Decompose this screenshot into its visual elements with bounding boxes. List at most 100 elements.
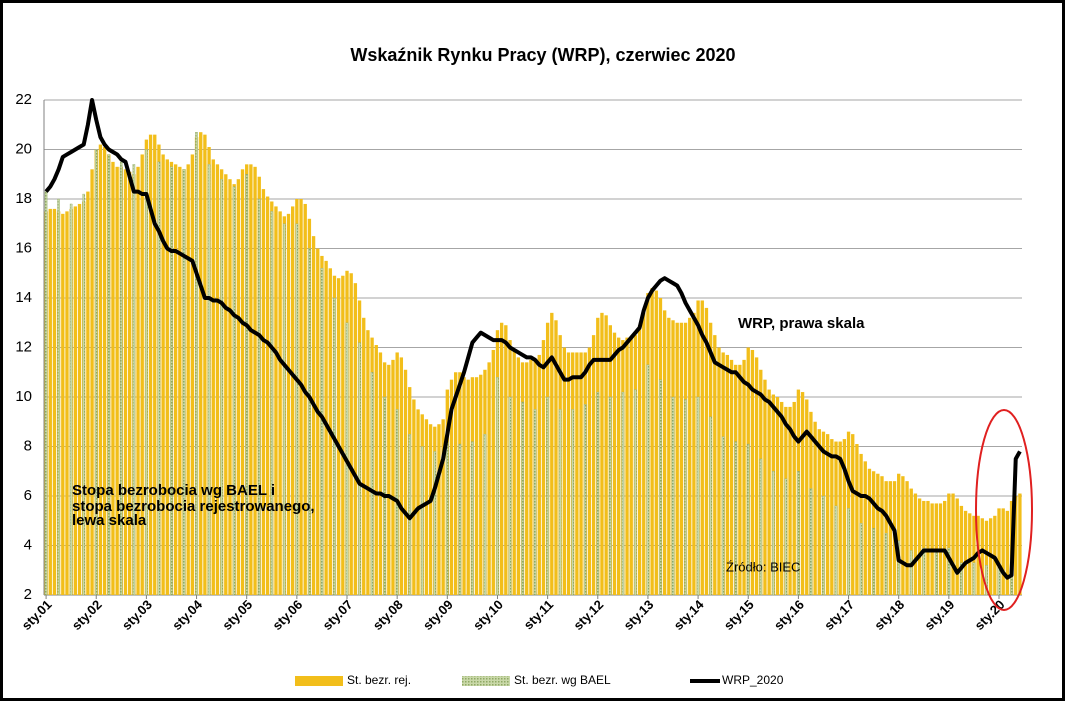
bar — [165, 159, 169, 595]
bar — [725, 354, 730, 595]
annotation: stopa bezrobocia rejestrowanego, — [72, 498, 315, 515]
bar — [120, 161, 123, 596]
bar — [842, 439, 847, 595]
y-tick-label: 8 — [24, 437, 32, 454]
bar — [951, 493, 955, 595]
bar — [479, 374, 483, 595]
bar — [851, 434, 855, 595]
bar — [822, 495, 825, 596]
bar — [69, 203, 73, 596]
bar — [704, 307, 709, 595]
bar — [922, 547, 926, 596]
bar — [374, 345, 378, 595]
bar — [261, 189, 266, 595]
bar — [750, 349, 755, 595]
bar — [283, 223, 286, 596]
bar — [980, 518, 984, 595]
bar — [161, 154, 165, 595]
bar — [286, 213, 291, 595]
bar — [496, 377, 499, 596]
bar — [838, 441, 842, 595]
bar — [884, 532, 888, 596]
bar — [182, 169, 186, 596]
bar — [236, 179, 241, 595]
bar — [800, 392, 805, 595]
bar — [612, 332, 617, 595]
bar — [1001, 508, 1005, 595]
bar — [963, 510, 968, 595]
bar — [412, 399, 416, 595]
bar — [516, 357, 521, 595]
bar — [471, 441, 474, 596]
bar — [667, 317, 671, 595]
bar — [157, 161, 161, 596]
bar — [679, 322, 684, 595]
y-tick-label: 10 — [15, 388, 32, 405]
bar — [416, 409, 420, 595]
bar — [642, 312, 646, 595]
bar — [308, 248, 311, 596]
bar — [675, 322, 679, 595]
bar — [784, 478, 788, 596]
bar — [449, 379, 454, 595]
bar — [901, 476, 905, 595]
bar — [754, 357, 759, 595]
bar — [780, 401, 784, 595]
bar — [107, 154, 111, 596]
bar — [320, 268, 324, 596]
bar — [947, 547, 951, 596]
bar — [959, 505, 964, 595]
bar — [775, 397, 780, 595]
highlight-ellipse — [975, 409, 1033, 611]
bar — [487, 362, 491, 595]
bar — [437, 424, 441, 595]
bar — [859, 523, 863, 596]
bar — [759, 458, 763, 596]
bar — [370, 372, 374, 596]
bar — [867, 468, 872, 595]
bar — [662, 310, 667, 595]
bar — [960, 562, 963, 596]
bar — [132, 164, 136, 596]
bar — [717, 347, 721, 595]
bar — [684, 399, 687, 596]
bar — [249, 164, 253, 595]
bar — [128, 171, 132, 595]
bar — [90, 169, 94, 596]
bar — [1005, 510, 1010, 595]
bar — [224, 174, 228, 595]
bar — [935, 550, 938, 596]
y-tick-label: 16 — [15, 239, 32, 256]
bar — [541, 340, 546, 595]
bar — [378, 352, 383, 595]
bar — [888, 481, 893, 595]
lines — [44, 98, 1022, 580]
bar — [366, 330, 370, 595]
bar — [387, 364, 391, 595]
bar — [634, 389, 637, 596]
bar — [52, 208, 57, 595]
bar — [420, 446, 424, 596]
bar — [897, 473, 901, 595]
bar — [863, 461, 867, 595]
bar — [692, 312, 696, 595]
bar — [441, 419, 445, 595]
bar — [709, 416, 712, 596]
bar — [700, 300, 704, 595]
bar — [190, 154, 195, 595]
bar — [94, 149, 98, 596]
bar — [721, 436, 725, 596]
legend-swatch — [462, 676, 510, 686]
bar — [872, 528, 875, 596]
bar — [349, 273, 353, 595]
bar — [462, 377, 466, 595]
bar — [654, 290, 658, 595]
bar — [909, 550, 913, 596]
bar — [358, 342, 361, 596]
bar — [984, 520, 989, 595]
bar — [947, 493, 951, 595]
bar — [278, 211, 282, 595]
annotation: Stopa bezrobocia wg BAEL i — [72, 482, 275, 499]
y-tick-label: 6 — [24, 487, 32, 504]
bar — [399, 357, 404, 595]
